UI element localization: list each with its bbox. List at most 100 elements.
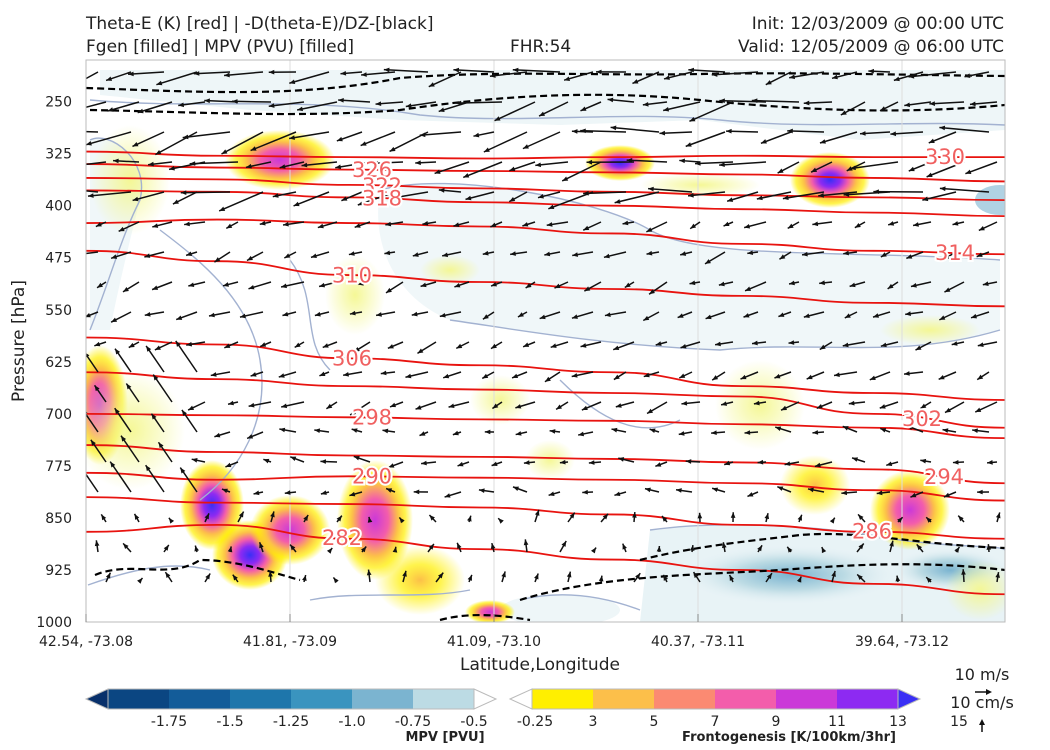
wind-vector-head — [782, 195, 789, 201]
wind-vector-head — [111, 254, 118, 259]
colorbar-swatch — [230, 689, 291, 709]
wind-vector-head — [489, 73, 496, 78]
wind-vector-head — [726, 128, 732, 134]
wind-vector-head — [434, 169, 441, 174]
wind-vector-head — [478, 488, 485, 493]
wind-vector-head — [546, 222, 553, 227]
wind-vector-head — [648, 186, 654, 192]
wind-vector-head — [382, 428, 389, 434]
wind-vector-head — [97, 282, 103, 288]
wind-vector — [250, 131, 297, 152]
colorbar-tick-label: 3 — [589, 714, 598, 730]
wind-vector-head — [411, 311, 418, 317]
wind-vector-head — [260, 342, 267, 347]
wind-vector-head — [886, 461, 893, 467]
wind-vector — [152, 374, 173, 403]
wind-vector-head — [348, 251, 355, 256]
wind-vector — [86, 190, 99, 193]
wind-vector-head — [390, 402, 397, 408]
wind-vector — [289, 71, 330, 84]
wind-vector-head — [607, 97, 614, 103]
wind-vector-head — [182, 134, 189, 140]
wind-vector-head — [501, 571, 506, 578]
wind-vector-head — [554, 283, 561, 289]
wind-vector-head — [744, 430, 751, 435]
wind-vector-head — [926, 517, 932, 523]
wind-vector-head — [438, 572, 444, 579]
wind-vector-head — [939, 315, 946, 320]
colorbar-tick-label: -1.25 — [273, 714, 309, 730]
y-tick-label: 775 — [45, 459, 72, 475]
wind-vector-head — [388, 463, 395, 468]
wind-vector-head — [490, 222, 497, 227]
wind-vector-head — [610, 125, 617, 131]
colorbar-extend-left — [508, 688, 533, 710]
wind-vector-head — [94, 385, 100, 392]
wind-vector — [583, 191, 627, 195]
wind-vector-head — [144, 253, 151, 258]
wind-vector-head — [442, 252, 449, 258]
x-axis: 42.54, -73.08 41.81, -73.09 41.09, -73.10 4… — [39, 614, 949, 650]
wind-vector-head — [965, 169, 972, 174]
theta-e-contour-label: 282 — [322, 526, 362, 550]
wind-vector-head — [354, 223, 361, 228]
wind-vector-head — [580, 343, 587, 348]
wind-vector-head — [86, 353, 90, 358]
wind-vector — [926, 161, 965, 178]
wind-vector-head — [293, 201, 300, 207]
wind-vector-head — [821, 547, 827, 554]
wind-vector-head — [649, 289, 655, 295]
colorbar-tick-label: 15 — [950, 714, 968, 730]
wind-vector-head — [591, 547, 597, 554]
wind-vector-head — [764, 513, 770, 520]
wind-vector-head — [951, 341, 958, 346]
wind-vector-head — [842, 342, 849, 348]
wind-vector-head — [245, 163, 252, 169]
wind-vector-head — [977, 342, 984, 347]
wind-vector-head — [562, 176, 569, 181]
wind-vector-head — [490, 543, 496, 550]
wind-vector — [580, 129, 627, 133]
wind-vector-head — [802, 251, 808, 257]
wind-vector-head — [151, 413, 157, 420]
wind-vector-head — [284, 253, 291, 258]
theta-e-contour — [86, 249, 1005, 308]
wind-vector-head — [473, 132, 480, 138]
wind-vector-head — [152, 285, 159, 290]
wind-vector-head — [168, 517, 175, 524]
wind-vector-head — [564, 76, 571, 81]
wind-vector-head — [341, 196, 348, 201]
wind-vector-head — [719, 162, 725, 168]
wind-vector-head — [303, 515, 309, 521]
wind-vector-head — [372, 160, 378, 166]
wind-vector-head — [118, 226, 125, 232]
wind-vector-head — [849, 282, 856, 288]
wind-vector-head — [858, 543, 864, 550]
wind-vector — [224, 71, 264, 77]
wind-vector-head — [389, 146, 396, 152]
wind-vector-head — [123, 543, 129, 550]
colorbar-extend-right — [897, 688, 922, 710]
wind-vector-head — [86, 140, 92, 146]
wind-vector-head — [846, 166, 853, 171]
wind-vector-head — [857, 574, 863, 580]
wind-vector-head — [221, 149, 228, 155]
wind-vector-head — [383, 67, 390, 73]
wind-vector-head — [165, 572, 171, 579]
wind-vector-head — [581, 405, 588, 411]
x-tick-label: 41.81, -73.09 — [243, 634, 337, 650]
wind-vector-head — [681, 400, 688, 406]
wind-vector-head — [831, 570, 836, 577]
wind-vector — [289, 131, 330, 140]
wind-vector — [357, 191, 396, 206]
wind-vector — [218, 191, 264, 212]
wind-vector-head — [890, 131, 897, 137]
wind-vector-head — [419, 431, 426, 436]
wind-vector-head — [724, 460, 731, 466]
wind-vector-head — [228, 400, 234, 406]
wind-vector-head — [915, 345, 922, 351]
theta-e-contours — [86, 150, 1005, 596]
colorbar-tick-label: -1.75 — [151, 714, 187, 730]
wind-vector-head — [137, 578, 143, 584]
